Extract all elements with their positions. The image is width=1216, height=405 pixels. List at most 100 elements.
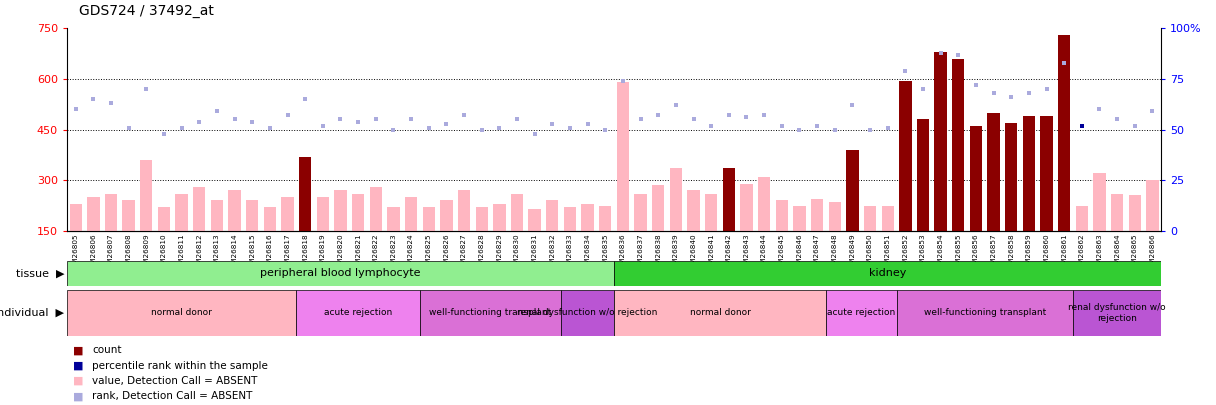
- Point: [702, 122, 721, 129]
- Point: [525, 130, 545, 137]
- Bar: [158, 207, 170, 231]
- Point: [878, 124, 897, 131]
- Point: [896, 68, 916, 74]
- Bar: [882, 206, 894, 231]
- Text: renal dysfunction w/o
rejection: renal dysfunction w/o rejection: [1069, 303, 1166, 322]
- Point: [277, 112, 297, 119]
- Point: [719, 112, 738, 119]
- Point: [295, 96, 315, 102]
- Bar: [617, 82, 629, 231]
- Bar: [1023, 116, 1035, 231]
- Point: [913, 86, 933, 92]
- Point: [631, 116, 651, 123]
- Bar: [316, 197, 330, 231]
- Point: [824, 126, 844, 133]
- Bar: [123, 200, 135, 231]
- Point: [331, 116, 350, 123]
- Point: [754, 112, 773, 119]
- Text: renal dysfunction w/o rejection: renal dysfunction w/o rejection: [518, 308, 658, 318]
- Bar: [387, 207, 400, 231]
- Bar: [546, 200, 558, 231]
- Bar: [1111, 194, 1124, 231]
- Bar: [299, 157, 311, 231]
- Bar: [635, 194, 647, 231]
- Bar: [420, 290, 561, 336]
- Point: [666, 102, 686, 109]
- Point: [66, 106, 85, 113]
- Point: [648, 112, 668, 119]
- Point: [171, 124, 191, 131]
- Point: [948, 51, 968, 58]
- Point: [190, 118, 209, 125]
- Bar: [529, 209, 541, 231]
- Text: individual  ▶: individual ▶: [0, 308, 64, 318]
- Bar: [193, 187, 206, 231]
- Point: [1125, 122, 1144, 129]
- Text: acute rejection: acute rejection: [323, 308, 393, 318]
- Text: normal donor: normal donor: [689, 308, 750, 318]
- Point: [542, 120, 562, 127]
- Point: [507, 116, 527, 123]
- Bar: [599, 206, 612, 231]
- Bar: [896, 290, 1073, 336]
- Text: count: count: [92, 345, 122, 355]
- Bar: [1076, 206, 1088, 231]
- Bar: [1073, 290, 1161, 336]
- Point: [84, 96, 103, 102]
- Bar: [581, 204, 593, 231]
- Point: [1002, 94, 1021, 100]
- Bar: [1041, 116, 1053, 231]
- Bar: [1147, 180, 1159, 231]
- Bar: [494, 204, 506, 231]
- Point: [154, 130, 174, 137]
- Bar: [828, 202, 841, 231]
- Bar: [140, 160, 152, 231]
- Bar: [758, 177, 770, 231]
- Bar: [475, 207, 488, 231]
- Bar: [917, 119, 929, 231]
- Bar: [88, 197, 100, 231]
- Point: [931, 49, 951, 56]
- Point: [313, 122, 332, 129]
- Point: [1108, 116, 1127, 123]
- Point: [967, 82, 986, 88]
- Point: [490, 124, 510, 131]
- Point: [1054, 60, 1074, 66]
- Point: [401, 116, 421, 123]
- Point: [984, 90, 1003, 96]
- Bar: [670, 168, 682, 231]
- Bar: [652, 185, 664, 231]
- Bar: [105, 194, 117, 231]
- Bar: [564, 207, 576, 231]
- Text: ■: ■: [73, 376, 84, 386]
- Bar: [741, 183, 753, 231]
- Bar: [281, 197, 294, 231]
- Point: [1037, 86, 1057, 92]
- Bar: [899, 81, 912, 231]
- Bar: [826, 290, 896, 336]
- Bar: [405, 197, 417, 231]
- Text: ■: ■: [73, 361, 84, 371]
- Point: [737, 114, 756, 121]
- Point: [1090, 106, 1109, 113]
- Bar: [614, 290, 826, 336]
- Text: kidney: kidney: [869, 269, 906, 278]
- Text: well-functioning transplant: well-functioning transplant: [429, 308, 552, 318]
- Text: well-functioning transplant: well-functioning transplant: [924, 308, 1046, 318]
- Bar: [264, 207, 276, 231]
- Bar: [614, 261, 1161, 286]
- Bar: [846, 150, 858, 231]
- Bar: [1006, 123, 1018, 231]
- Bar: [776, 200, 788, 231]
- Point: [843, 102, 862, 109]
- Point: [578, 120, 597, 127]
- Bar: [705, 194, 717, 231]
- Point: [1143, 108, 1162, 115]
- Point: [1019, 90, 1038, 96]
- Bar: [687, 190, 699, 231]
- Point: [596, 126, 615, 133]
- Bar: [229, 190, 241, 231]
- Bar: [246, 200, 258, 231]
- Bar: [1093, 173, 1105, 231]
- Bar: [351, 194, 365, 231]
